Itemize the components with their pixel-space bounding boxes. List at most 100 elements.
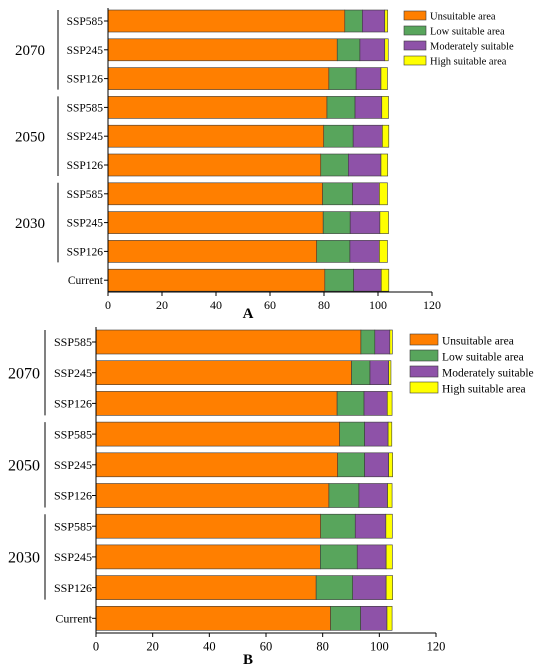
x-tick-label: 20	[156, 298, 168, 312]
legend-swatch	[403, 10, 427, 21]
row-label: SSP245	[67, 131, 104, 143]
panel-a-chart: SSP585 SSP245 SSP126 SSP585 SSP245 SSP126 SSP5…	[15, 8, 514, 322]
bar-segment	[364, 452, 389, 478]
group-label: 2030	[15, 216, 45, 232]
legend-swatch	[409, 381, 439, 394]
bar-segment	[107, 9, 346, 33]
legend-swatch	[409, 349, 439, 362]
bar-segment	[337, 452, 365, 478]
bar-segment	[320, 153, 349, 177]
x-tick-label: 0	[93, 640, 99, 654]
row-label: SSP585	[54, 519, 92, 533]
bar-segment	[330, 605, 361, 631]
bar-segment	[315, 575, 353, 600]
bar-segment	[95, 544, 321, 570]
bar-segment	[95, 391, 338, 416]
bar-segment	[379, 240, 388, 263]
bar-segment	[107, 153, 322, 177]
x-tick-label: 100	[370, 640, 389, 654]
legend-label: Low suitable area	[430, 27, 505, 38]
bar-segment	[379, 182, 388, 206]
bar-segment	[322, 182, 353, 206]
legend-label: High suitable area	[430, 57, 507, 68]
bar-segment	[360, 605, 388, 631]
bar-segment	[107, 67, 330, 90]
bar-segment	[360, 329, 376, 355]
bar-segment	[359, 38, 386, 62]
bar-segment	[107, 124, 325, 148]
x-tick-label: 120	[427, 640, 446, 654]
bar-segment	[107, 211, 324, 234]
bar-segment	[385, 513, 393, 539]
bar-segment	[347, 153, 382, 177]
x-tick-label: 0	[105, 298, 111, 312]
legend-label: Unsuitable area	[442, 336, 514, 348]
row-label: SSP585	[54, 335, 92, 349]
group-label: 2050	[8, 457, 40, 474]
row-label: SSP245	[54, 550, 92, 564]
row-label: SSP585	[54, 427, 92, 441]
x-tick-label: 60	[260, 640, 273, 654]
bar-segment	[324, 268, 354, 292]
bar-segment	[95, 452, 338, 478]
bar-segment	[339, 421, 365, 447]
bar-segment	[363, 391, 388, 416]
x-tick-label: 120	[423, 298, 441, 312]
bar-segment	[107, 38, 338, 62]
bar-segment	[328, 67, 357, 90]
legend-label: High suitable area	[442, 384, 526, 396]
bar-segment	[322, 211, 351, 234]
bar-segment	[107, 240, 318, 263]
legend-swatch	[403, 25, 427, 36]
bar-segment	[95, 329, 362, 355]
panel-label: B	[243, 652, 253, 668]
legend-swatch	[403, 40, 427, 51]
bar-segment	[107, 96, 328, 119]
bar-segment	[380, 268, 390, 292]
bar-segment	[336, 391, 365, 416]
bar-segment	[95, 483, 330, 508]
bar-segment	[388, 360, 392, 386]
bar-segment	[364, 421, 389, 447]
bar-segment	[380, 67, 388, 90]
legend-swatch	[409, 365, 439, 378]
bar-segment	[320, 513, 356, 539]
bar-segment	[316, 240, 351, 263]
bar-segment	[386, 605, 393, 631]
bar-segment	[384, 9, 389, 33]
row-label: SSP245	[67, 218, 104, 230]
group-label: 2050	[15, 129, 45, 145]
bar-segment	[362, 9, 386, 33]
legend-label: Moderately suitable	[442, 368, 534, 380]
x-tick-label: 80	[318, 298, 330, 312]
row-label: SSP585	[67, 16, 104, 28]
bar-segment	[107, 182, 323, 206]
row-label: SSP245	[54, 458, 92, 472]
x-tick-label: 100	[369, 298, 387, 312]
row-label: SSP126	[54, 397, 92, 411]
group-label: 2030	[8, 550, 40, 567]
bar-segment	[353, 268, 382, 292]
bar-segment	[95, 605, 331, 631]
bar-segment	[95, 513, 321, 539]
legend: Unsuitable area Low suitable area Moderate…	[403, 10, 514, 68]
legend: Unsuitable area Low suitable area Moderate…	[409, 333, 534, 396]
bar-segment	[328, 483, 360, 508]
row-label: SSP126	[67, 160, 104, 172]
row-label: SSP585	[67, 102, 104, 114]
bar-segment	[323, 124, 354, 148]
bar-segment	[386, 391, 393, 416]
bar-segment	[95, 575, 317, 600]
bar-segment	[326, 96, 356, 119]
bar-segment	[389, 329, 393, 355]
x-tick-label: 80	[316, 640, 329, 654]
bar-segment	[349, 211, 381, 234]
bar-segment	[352, 575, 387, 600]
row-label: SSP245	[54, 366, 92, 380]
row-label: SSP245	[67, 45, 104, 57]
bar-segment	[356, 544, 387, 570]
bar-segment	[107, 268, 326, 292]
bar-segment	[344, 9, 363, 33]
bar-segment	[355, 67, 382, 90]
